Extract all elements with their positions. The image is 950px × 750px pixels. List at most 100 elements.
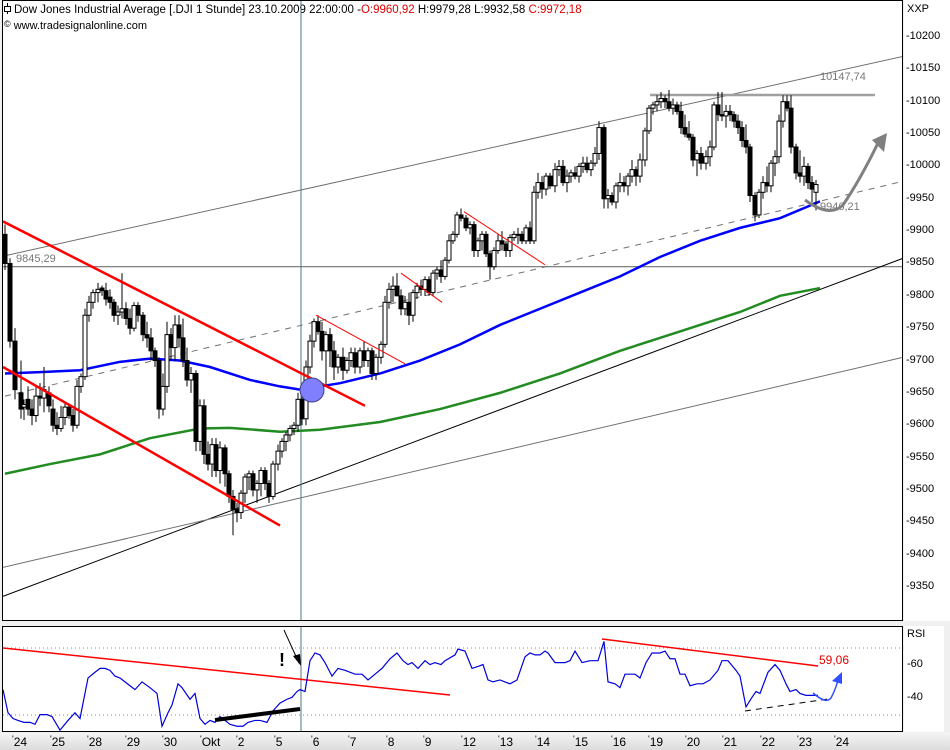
candle[interactable] xyxy=(188,372,194,381)
candle[interactable] xyxy=(805,165,811,184)
candle[interactable] xyxy=(222,447,228,475)
candle[interactable] xyxy=(719,114,725,117)
candle[interactable] xyxy=(621,182,627,187)
candle[interactable] xyxy=(601,127,607,200)
candle[interactable] xyxy=(410,292,416,316)
candle[interactable] xyxy=(160,385,166,410)
candle[interactable] xyxy=(471,224,477,252)
candle[interactable] xyxy=(331,350,337,368)
candle[interactable] xyxy=(515,233,521,236)
candle[interactable] xyxy=(752,195,758,216)
candle[interactable] xyxy=(103,290,109,300)
candle[interactable] xyxy=(793,146,799,174)
candle[interactable] xyxy=(58,416,64,429)
candle[interactable] xyxy=(193,372,199,442)
candle[interactable] xyxy=(523,227,529,242)
candle[interactable] xyxy=(382,301,388,345)
candle[interactable] xyxy=(62,406,68,418)
candle[interactable] xyxy=(78,376,84,387)
candle[interactable] xyxy=(662,97,668,103)
candle[interactable] xyxy=(66,406,72,417)
candle[interactable] xyxy=(54,424,60,429)
candle[interactable] xyxy=(592,152,598,164)
candle[interactable] xyxy=(491,250,497,268)
candle[interactable] xyxy=(788,107,794,148)
candle[interactable] xyxy=(552,169,558,187)
candle[interactable] xyxy=(535,182,541,193)
candle[interactable] xyxy=(12,340,18,391)
candle[interactable] xyxy=(352,352,358,368)
candle[interactable] xyxy=(475,240,481,252)
candle[interactable] xyxy=(731,114,737,122)
candle[interactable] xyxy=(694,152,700,161)
candle[interactable] xyxy=(617,182,623,187)
candle[interactable] xyxy=(123,308,129,319)
candle[interactable] xyxy=(266,482,272,497)
candle[interactable] xyxy=(703,156,709,164)
candle[interactable] xyxy=(414,285,420,294)
candle[interactable] xyxy=(723,110,729,117)
candle[interactable] xyxy=(678,110,684,129)
candle[interactable] xyxy=(813,184,819,193)
candle[interactable] xyxy=(172,324,178,349)
candle[interactable] xyxy=(50,408,56,426)
candle[interactable] xyxy=(275,450,281,465)
candle[interactable] xyxy=(144,334,150,339)
candle[interactable] xyxy=(442,259,448,277)
candle[interactable] xyxy=(357,350,363,368)
candle[interactable] xyxy=(307,340,313,368)
candle[interactable] xyxy=(426,279,432,294)
candle[interactable] xyxy=(315,321,321,332)
candle[interactable] xyxy=(690,136,696,161)
candle[interactable] xyxy=(784,101,790,109)
candle[interactable] xyxy=(99,287,105,292)
candle[interactable] xyxy=(801,165,807,177)
candle[interactable] xyxy=(37,395,43,399)
candle[interactable] xyxy=(25,398,31,410)
candle[interactable] xyxy=(625,175,631,187)
candle[interactable] xyxy=(209,444,215,465)
candle[interactable] xyxy=(698,152,704,164)
rsi-axis[interactable]: RSI -60 -40 xyxy=(904,626,944,732)
candle[interactable] xyxy=(86,301,92,316)
candle[interactable] xyxy=(666,101,672,109)
candle[interactable] xyxy=(197,405,203,442)
candle[interactable] xyxy=(633,169,639,177)
candle[interactable] xyxy=(148,337,154,352)
candle[interactable] xyxy=(390,285,396,290)
candle[interactable] xyxy=(250,473,256,491)
candle[interactable] xyxy=(299,398,305,420)
candle[interactable] xyxy=(711,104,717,148)
candle[interactable] xyxy=(527,227,533,242)
candle[interactable] xyxy=(213,444,219,472)
candle[interactable] xyxy=(670,104,676,109)
candle[interactable] xyxy=(311,321,317,342)
candle[interactable] xyxy=(584,162,590,171)
candle[interactable] xyxy=(127,317,133,329)
candle[interactable] xyxy=(499,240,505,245)
candle[interactable] xyxy=(743,140,749,148)
candle[interactable] xyxy=(340,356,346,371)
price-axis[interactable]: XXP -10200 -10150 -10100 -10050 -10000 -9950 -… xyxy=(904,0,950,621)
candle[interactable] xyxy=(270,463,276,497)
candle[interactable] xyxy=(242,476,248,494)
candle[interactable] xyxy=(576,165,582,177)
candle[interactable] xyxy=(495,240,501,252)
candle[interactable] xyxy=(764,182,770,187)
candle[interactable] xyxy=(152,350,158,362)
candle[interactable] xyxy=(637,159,643,177)
candle[interactable] xyxy=(539,182,545,190)
candle[interactable] xyxy=(201,405,207,455)
candle[interactable] xyxy=(180,337,186,362)
candle[interactable] xyxy=(596,127,602,154)
candle[interactable] xyxy=(394,285,400,297)
candle[interactable] xyxy=(319,330,325,352)
candle[interactable] xyxy=(21,404,27,408)
rsi-indicator-pane[interactable] xyxy=(2,626,903,732)
candle[interactable] xyxy=(7,262,13,342)
candle[interactable] xyxy=(74,385,80,426)
candle[interactable] xyxy=(772,156,778,164)
candle[interactable] xyxy=(344,360,350,371)
candle[interactable] xyxy=(386,288,392,303)
candle[interactable] xyxy=(580,162,586,167)
